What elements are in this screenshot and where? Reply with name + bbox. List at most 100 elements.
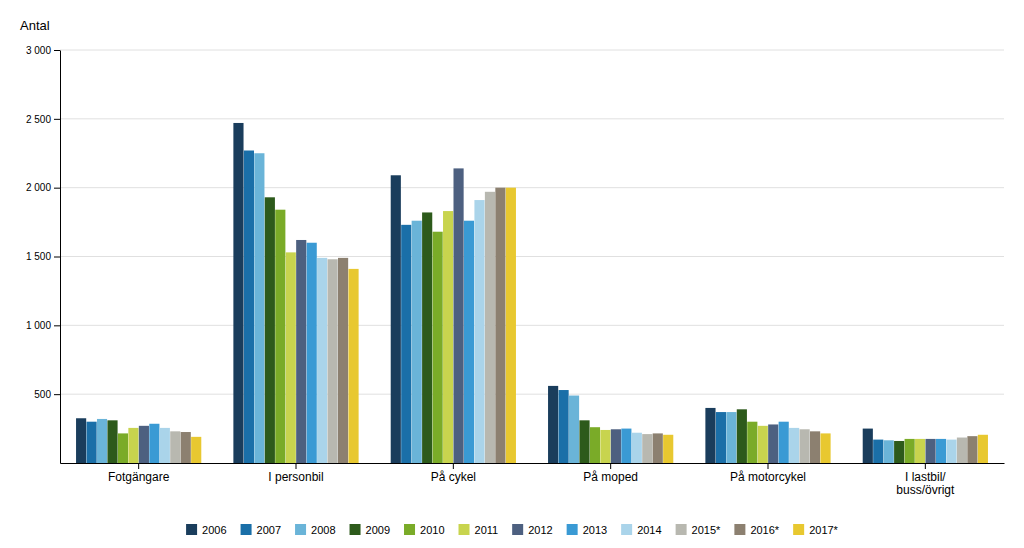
legend-item: 2015* <box>676 524 721 536</box>
x-tick-label: Fotgängare <box>108 470 170 484</box>
bar <box>76 418 86 463</box>
y-tick: 1 000 <box>26 320 60 331</box>
y-tick: 500 <box>34 389 60 400</box>
legend-item: 2017* <box>793 524 838 536</box>
bar-series <box>97 153 894 463</box>
bar <box>296 240 306 463</box>
chart: 5001 0001 5002 0002 5003 000FotgängareI … <box>0 0 1024 548</box>
bar <box>936 439 946 463</box>
legend-item: 2008 <box>295 524 335 536</box>
x-tick-label-line: buss/övrigt <box>896 483 955 497</box>
bar <box>338 258 348 463</box>
bar <box>495 188 505 463</box>
legend-swatch <box>295 524 306 535</box>
x-tick-label-line: Fotgängare <box>108 470 170 484</box>
bar <box>642 434 652 463</box>
legend-label: 2015* <box>692 524 721 536</box>
bar <box>391 175 401 463</box>
y-tick-label: 3 000 <box>26 45 51 56</box>
bar <box>789 428 799 463</box>
legend-label: 2012 <box>528 524 552 536</box>
x-tick: I lastbil/buss/övrigt <box>896 463 955 497</box>
bar-series <box>118 210 915 463</box>
legend-item: 2009 <box>350 524 390 536</box>
bar <box>244 150 254 463</box>
bar <box>894 441 904 463</box>
bar <box>453 168 463 463</box>
legend-item: 2011 <box>459 524 499 536</box>
legend-label: 2016* <box>750 524 779 536</box>
bar <box>600 430 610 463</box>
x-tick-mark <box>138 463 139 469</box>
x-tick-mark <box>925 463 926 469</box>
bar <box>716 412 726 463</box>
bar-series <box>181 188 978 463</box>
legend-swatch <box>404 524 415 535</box>
y-tick-mark <box>54 119 60 120</box>
legend-label: 2013 <box>583 524 607 536</box>
legend-swatch <box>793 524 804 535</box>
legend-item: 2016* <box>734 524 779 536</box>
bar <box>328 259 338 463</box>
y-tick-label: 2 000 <box>26 182 51 193</box>
bar <box>569 396 579 463</box>
legend-item: 2013 <box>567 524 607 536</box>
bar <box>464 221 474 463</box>
y-tick-label: 2 500 <box>26 114 51 125</box>
bar <box>433 232 443 463</box>
y-tick-label: 500 <box>34 389 51 400</box>
bar <box>726 412 736 463</box>
legend-label: 2017* <box>809 524 838 536</box>
grid-line <box>60 394 1004 395</box>
x-tick-label: I lastbil/buss/övrigt <box>896 470 955 498</box>
bar <box>254 153 264 463</box>
legend-swatch <box>350 524 361 535</box>
x-axis-line <box>61 463 1005 464</box>
bar <box>170 431 180 463</box>
legend-swatch <box>621 524 632 535</box>
x-tick-mark <box>610 463 611 469</box>
bar <box>915 439 925 463</box>
legend-swatch <box>676 524 687 535</box>
bar-series <box>149 221 946 463</box>
x-tick-label-line: I personbil <box>268 470 323 484</box>
bar <box>286 252 296 463</box>
legend-label: 2008 <box>311 524 335 536</box>
bar <box>412 221 422 463</box>
bar <box>590 427 600 463</box>
bar <box>233 123 243 463</box>
bar <box>128 428 138 463</box>
bar <box>946 440 956 463</box>
legend-label: 2006 <box>202 524 226 536</box>
bar <box>107 420 117 463</box>
y-tick: 2 000 <box>26 182 60 193</box>
plot: 5001 0001 5002 0002 5003 000FotgängareI … <box>26 45 1005 498</box>
legend-label: 2014 <box>637 524 661 536</box>
bar <box>139 426 149 463</box>
bar <box>957 438 967 463</box>
x-tick-label: På motorcykel <box>730 470 806 484</box>
legend-item: 2012 <box>512 524 552 536</box>
bar <box>181 432 191 463</box>
legend-item: 2010 <box>404 524 444 536</box>
bar <box>810 431 820 463</box>
x-tick-label-line: På motorcykel <box>730 470 806 484</box>
x-tick-label-line: På moped <box>583 470 638 484</box>
legend-label: 2010 <box>420 524 444 536</box>
y-tick-mark <box>54 394 60 395</box>
bar <box>632 433 642 463</box>
legend-item: 2007 <box>241 524 281 536</box>
bar-series <box>87 150 884 463</box>
bar-series <box>76 123 873 463</box>
x-tick-label: På cykel <box>431 470 476 484</box>
bar <box>747 422 757 463</box>
bar <box>443 211 453 463</box>
bar <box>663 435 673 463</box>
x-tick-label: På moped <box>583 470 638 484</box>
x-tick-mark <box>296 463 297 469</box>
bar <box>348 269 358 463</box>
bar <box>275 210 285 463</box>
bar <box>474 200 484 463</box>
bar <box>506 188 516 463</box>
legend-swatch <box>459 524 470 535</box>
